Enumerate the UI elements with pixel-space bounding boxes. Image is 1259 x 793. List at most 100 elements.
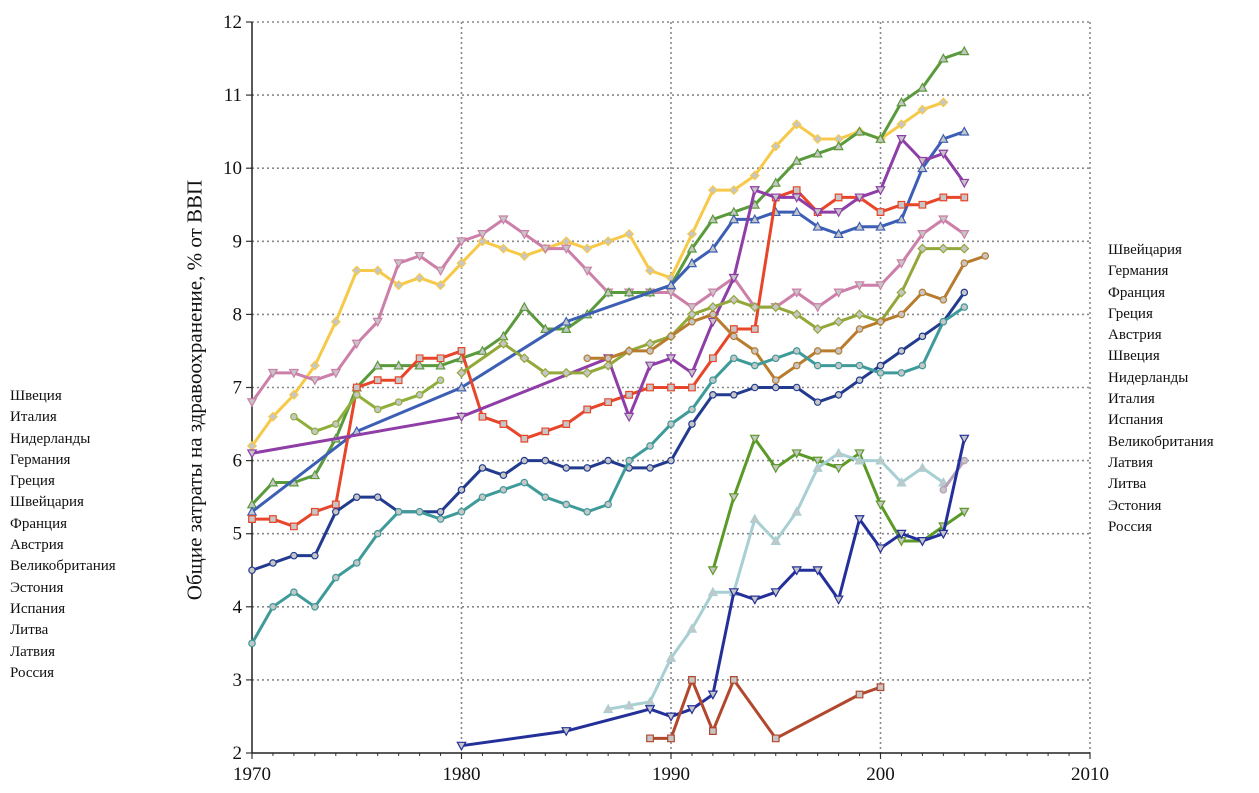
- data-point: [686, 368, 698, 379]
- data-point: [896, 529, 907, 540]
- series-5: [248, 186, 969, 531]
- data-point: [876, 683, 885, 692]
- y-tick-label: 2: [233, 743, 243, 764]
- data-point: [938, 97, 949, 108]
- data-point: [730, 354, 738, 363]
- data-point: [331, 507, 340, 516]
- data-point: [394, 507, 403, 516]
- data-point: [625, 390, 634, 399]
- data-point: [561, 323, 572, 333]
- data-point: [351, 339, 362, 350]
- data-point: [457, 486, 466, 494]
- data-point: [707, 243, 719, 253]
- legend-entry: Франция: [10, 515, 67, 532]
- data-point: [688, 420, 696, 428]
- data-point: [770, 141, 781, 152]
- data-point: [917, 162, 928, 173]
- data-point: [561, 244, 572, 255]
- data-point: [896, 135, 907, 145]
- data-point: [351, 265, 362, 276]
- series-11: [248, 303, 969, 648]
- data-point: [456, 367, 467, 378]
- data-point: [290, 551, 298, 560]
- data-point: [414, 360, 425, 370]
- data-point: [812, 208, 823, 218]
- data-point: [729, 675, 738, 684]
- data-point: [854, 449, 865, 459]
- y-tick-label: 9: [233, 231, 243, 252]
- data-point: [875, 281, 886, 291]
- series-line: [941, 459, 966, 492]
- data-point: [248, 566, 256, 575]
- legend-entry: Греция: [10, 473, 55, 490]
- data-point: [728, 185, 739, 196]
- data-point: [499, 471, 508, 480]
- data-point: [583, 405, 592, 414]
- data-point: [457, 347, 466, 355]
- data-point: [854, 455, 865, 465]
- data-point: [855, 376, 864, 384]
- data-point: [583, 464, 592, 472]
- data-point: [939, 317, 948, 326]
- data-point: [875, 455, 886, 465]
- y-tick-label: 4: [233, 597, 243, 618]
- data-point: [331, 420, 340, 428]
- data-point: [833, 316, 844, 327]
- data-point: [583, 354, 592, 363]
- data-point: [393, 280, 404, 291]
- data-point: [875, 133, 886, 143]
- data-point: [917, 156, 928, 167]
- data-point: [581, 266, 593, 276]
- data-point: [457, 507, 466, 516]
- data-point: [311, 602, 319, 611]
- data-point: [623, 412, 635, 423]
- data-point: [875, 186, 886, 196]
- data-point: [854, 126, 865, 136]
- data-point: [686, 228, 697, 240]
- data-point: [436, 376, 445, 384]
- legend-entry: Германия: [10, 451, 71, 468]
- data-point: [478, 493, 487, 501]
- series-6: [246, 135, 970, 459]
- data-point: [372, 265, 383, 276]
- data-point: [646, 734, 654, 743]
- data-point: [246, 449, 258, 459]
- data-point: [373, 493, 382, 501]
- series-line: [250, 217, 966, 404]
- data-point: [707, 317, 719, 328]
- data-point: [750, 347, 759, 355]
- data-point: [917, 462, 928, 472]
- data-point: [771, 376, 780, 384]
- data-point: [749, 213, 761, 224]
- data-point: [372, 317, 383, 328]
- data-point: [812, 148, 823, 158]
- data-point: [352, 493, 361, 501]
- legend-entry: Австрия: [10, 537, 64, 554]
- data-point: [708, 354, 717, 363]
- data-point: [750, 361, 759, 370]
- data-point: [896, 96, 907, 107]
- series-line: [648, 678, 882, 740]
- data-point: [686, 257, 698, 268]
- data-point: [330, 316, 341, 327]
- data-point: [833, 288, 844, 298]
- data-point: [812, 462, 823, 472]
- series-line: [250, 137, 966, 455]
- data-point: [749, 595, 761, 605]
- data-point: [707, 302, 718, 313]
- data-point: [876, 361, 885, 370]
- legend-entry: Нидерланды: [1108, 369, 1189, 386]
- data-point: [394, 398, 403, 406]
- data-point: [749, 170, 760, 181]
- data-point: [730, 332, 738, 341]
- data-point: [959, 243, 970, 254]
- data-point: [667, 383, 675, 392]
- data-point: [519, 230, 530, 240]
- data-point: [813, 347, 822, 355]
- data-point: [688, 675, 696, 684]
- series-3: [246, 45, 970, 509]
- data-point: [625, 456, 633, 465]
- legend-entry: Эстония: [1108, 497, 1162, 514]
- data-point: [854, 221, 865, 231]
